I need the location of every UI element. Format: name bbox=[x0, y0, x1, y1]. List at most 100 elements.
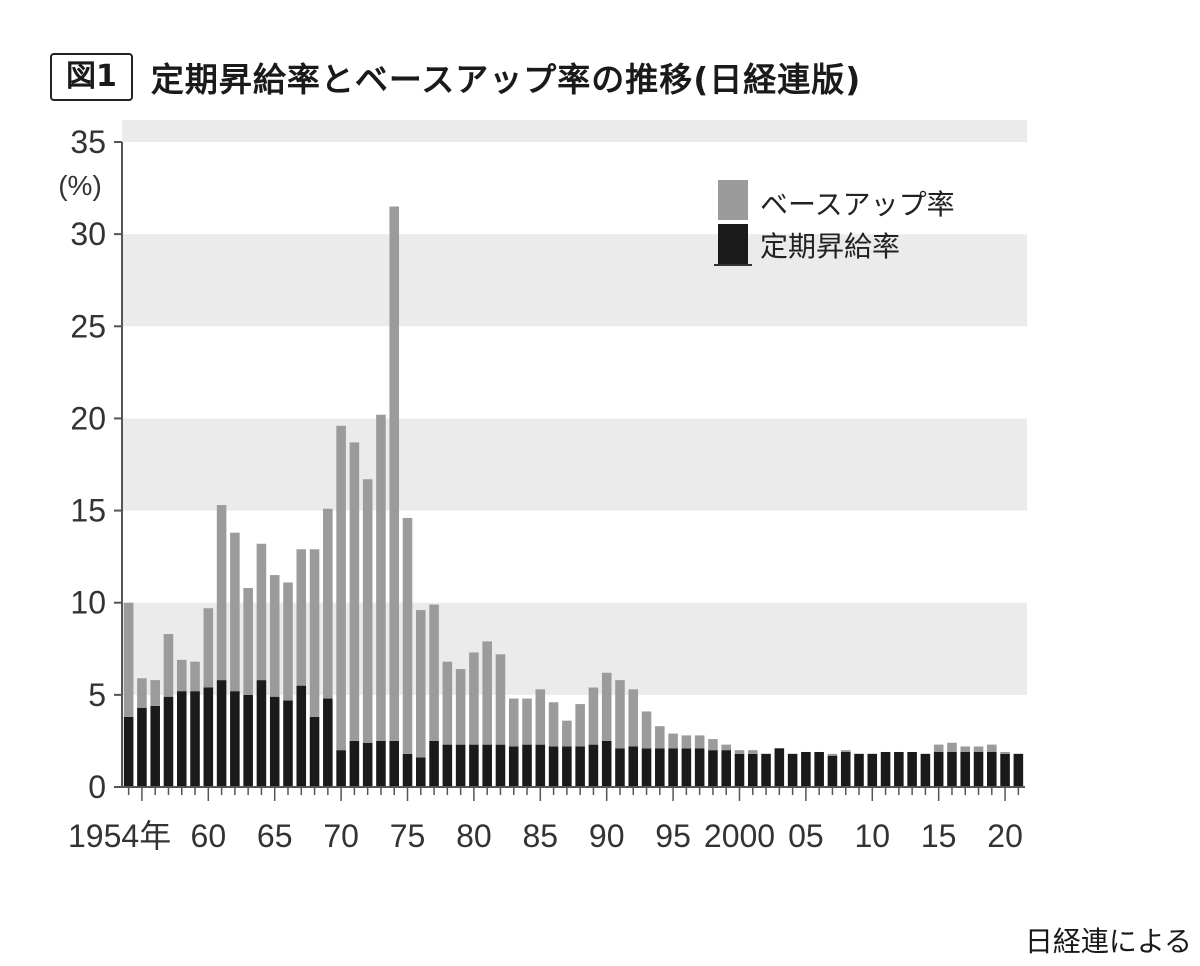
bar-base-up bbox=[987, 744, 997, 752]
bar-regular-raise bbox=[655, 748, 665, 787]
bar-regular-raise bbox=[163, 696, 174, 787]
bar-regular-raise bbox=[442, 744, 453, 787]
bar-base-up bbox=[588, 687, 599, 745]
bar-base-up bbox=[575, 704, 585, 747]
x-tick-label: 65 bbox=[257, 818, 293, 854]
x-tick-label: 2000 bbox=[704, 818, 775, 854]
bar-regular-raise bbox=[469, 744, 479, 787]
bar-base-up bbox=[1000, 751, 1010, 754]
bar-regular-raise bbox=[668, 748, 678, 787]
bar-regular-raise bbox=[402, 753, 413, 787]
bar-base-up bbox=[362, 479, 373, 743]
grid-band bbox=[122, 418, 1027, 511]
bar-regular-raise bbox=[575, 746, 585, 787]
bar-regular-raise bbox=[389, 740, 400, 787]
bar-regular-raise bbox=[867, 753, 878, 787]
bar-base-up bbox=[323, 508, 333, 699]
bar-regular-raise bbox=[349, 740, 360, 787]
bar-base-up bbox=[947, 742, 957, 752]
bar-base-up bbox=[469, 652, 479, 745]
bar-regular-raise bbox=[203, 687, 214, 787]
bar-base-up bbox=[376, 414, 386, 741]
x-tick-label: 85 bbox=[523, 818, 559, 854]
y-tick-label: 30 bbox=[70, 216, 106, 252]
bar-regular-raise bbox=[987, 751, 997, 787]
bar-base-up bbox=[216, 505, 227, 681]
y-tick-label: 15 bbox=[70, 493, 106, 529]
bar-regular-raise bbox=[362, 742, 373, 787]
bar-regular-raise bbox=[283, 700, 293, 787]
bar-regular-raise bbox=[840, 751, 851, 787]
bar-base-up bbox=[137, 678, 147, 708]
bar-regular-raise bbox=[628, 746, 639, 787]
bar-base-up bbox=[668, 733, 678, 749]
x-tick-label: 20 bbox=[987, 818, 1023, 854]
bar-base-up bbox=[389, 206, 400, 741]
bar-base-up bbox=[256, 543, 267, 681]
y-tick-label: 25 bbox=[70, 308, 106, 344]
bar-regular-raise bbox=[960, 751, 971, 787]
bar-base-up bbox=[243, 587, 253, 695]
bar-regular-raise bbox=[973, 751, 984, 787]
bar-regular-raise bbox=[721, 750, 731, 787]
bar-regular-raise bbox=[641, 748, 652, 787]
bar-regular-raise bbox=[376, 740, 386, 787]
bar-base-up bbox=[163, 634, 174, 697]
bar-regular-raise bbox=[774, 748, 785, 787]
grid-band bbox=[122, 120, 1027, 142]
bar-regular-raise bbox=[429, 740, 439, 787]
bar-base-up bbox=[176, 659, 187, 692]
bar-base-up bbox=[840, 750, 851, 752]
axes bbox=[114, 141, 1025, 801]
bar-base-up bbox=[548, 702, 559, 747]
y-axis-unit-label: (%) bbox=[58, 170, 102, 201]
bar-base-up bbox=[747, 750, 758, 754]
bar-base-up bbox=[429, 604, 439, 741]
bar-regular-raise bbox=[1000, 753, 1010, 787]
source-note: 日経連による bbox=[1024, 925, 1192, 958]
bar-regular-raise bbox=[230, 691, 240, 787]
bar-base-up bbox=[601, 672, 612, 741]
bar-regular-raise bbox=[269, 696, 280, 787]
bar-regular-raise bbox=[336, 750, 346, 787]
bar-group bbox=[123, 206, 1024, 787]
bar-regular-raise bbox=[256, 680, 267, 787]
bar-regular-raise bbox=[150, 705, 160, 787]
x-tick-label: 95 bbox=[655, 818, 691, 854]
bar-base-up bbox=[442, 661, 453, 745]
bar-regular-raise bbox=[522, 744, 532, 787]
bar-regular-raise bbox=[747, 753, 758, 787]
bar-regular-raise bbox=[137, 707, 147, 787]
bar-base-up bbox=[708, 739, 718, 751]
bar-regular-raise bbox=[907, 751, 917, 787]
bar-regular-raise bbox=[562, 746, 572, 787]
bar-base-up bbox=[296, 549, 307, 686]
bar-base-up bbox=[482, 641, 492, 745]
bar-regular-raise bbox=[615, 748, 625, 787]
bar-regular-raise bbox=[933, 751, 944, 787]
bar-regular-raise bbox=[827, 755, 838, 787]
bar-base-up bbox=[336, 425, 346, 751]
bar-base-up bbox=[681, 735, 692, 749]
bar-regular-raise bbox=[495, 744, 506, 787]
y-tick-label: 0 bbox=[88, 769, 106, 805]
bar-base-up bbox=[562, 720, 572, 747]
bar-regular-raise bbox=[176, 691, 187, 787]
bar-base-up bbox=[203, 608, 214, 688]
bar-regular-raise bbox=[482, 744, 492, 787]
bar-base-up bbox=[269, 575, 280, 697]
bar-base-up bbox=[694, 735, 705, 749]
bar-base-up bbox=[615, 680, 625, 749]
bar-base-up bbox=[283, 582, 293, 701]
bar-regular-raise bbox=[416, 757, 426, 787]
bar-regular-raise bbox=[588, 744, 599, 787]
bar-regular-raise bbox=[894, 751, 904, 787]
y-tick-labels: 0 5 10 15 20 25 30 35 bbox=[70, 124, 106, 805]
bar-base-up bbox=[641, 711, 652, 749]
bar-regular-raise bbox=[920, 753, 931, 787]
bar-regular-raise bbox=[548, 746, 559, 787]
bar-regular-raise bbox=[123, 716, 134, 787]
bar-base-up bbox=[495, 654, 506, 745]
bar-base-up bbox=[349, 442, 360, 741]
bar-regular-raise bbox=[296, 685, 307, 787]
